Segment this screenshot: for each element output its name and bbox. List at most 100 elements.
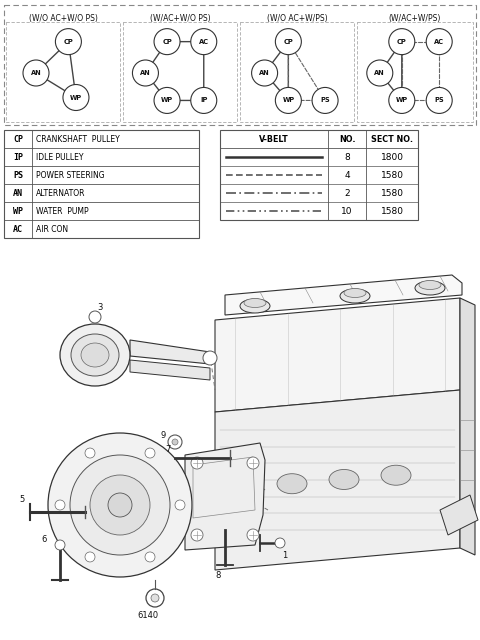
Polygon shape: [185, 443, 265, 550]
Bar: [220, 130, 418, 220]
Bar: [4, 130, 199, 238]
Polygon shape: [215, 298, 460, 412]
Circle shape: [426, 29, 452, 54]
Text: IDLE PULLEY: IDLE PULLEY: [36, 152, 84, 161]
Text: AN: AN: [374, 70, 385, 76]
Circle shape: [275, 538, 285, 548]
Text: ALTERNATOR: ALTERNATOR: [36, 189, 85, 198]
Text: 6140: 6140: [137, 611, 158, 620]
Text: 5: 5: [19, 495, 24, 504]
Text: (W/AC+W/O PS): (W/AC+W/O PS): [150, 13, 210, 22]
Circle shape: [48, 433, 192, 577]
Ellipse shape: [60, 324, 130, 386]
Circle shape: [203, 351, 217, 365]
Bar: [357, 22, 473, 122]
Circle shape: [252, 60, 277, 86]
Text: WP: WP: [13, 207, 23, 216]
Ellipse shape: [329, 470, 359, 490]
Text: AN: AN: [140, 70, 151, 76]
Circle shape: [55, 29, 82, 54]
Circle shape: [247, 529, 259, 541]
Circle shape: [108, 493, 132, 517]
Text: AC: AC: [199, 38, 209, 45]
Text: AN: AN: [13, 189, 23, 198]
Circle shape: [63, 84, 89, 111]
Circle shape: [89, 311, 101, 323]
Polygon shape: [215, 390, 460, 570]
Ellipse shape: [277, 474, 307, 493]
Circle shape: [23, 60, 49, 86]
Text: WP: WP: [396, 97, 408, 104]
Circle shape: [145, 448, 155, 458]
Text: (W/O AC+W/PS): (W/O AC+W/PS): [267, 13, 327, 22]
Text: PS: PS: [320, 97, 330, 104]
Polygon shape: [440, 495, 478, 535]
Text: 9: 9: [160, 431, 166, 440]
Circle shape: [55, 540, 65, 550]
Text: WATER  PUMP: WATER PUMP: [36, 207, 89, 216]
Circle shape: [276, 29, 301, 54]
Text: AC: AC: [434, 38, 444, 45]
Text: 1: 1: [282, 550, 288, 559]
Circle shape: [85, 448, 95, 458]
Text: (W/AC+W/PS): (W/AC+W/PS): [389, 13, 441, 22]
Text: 8: 8: [344, 152, 350, 161]
Ellipse shape: [344, 289, 366, 298]
Text: PS: PS: [434, 97, 444, 104]
Circle shape: [276, 88, 301, 113]
Circle shape: [367, 60, 393, 86]
Circle shape: [191, 457, 203, 469]
Text: 1800: 1800: [381, 152, 404, 161]
Ellipse shape: [419, 280, 441, 289]
Circle shape: [191, 88, 217, 113]
Circle shape: [168, 435, 182, 449]
Circle shape: [85, 552, 95, 562]
Text: WP: WP: [70, 95, 82, 100]
Circle shape: [145, 552, 155, 562]
Text: CP: CP: [162, 38, 172, 45]
Text: CP: CP: [63, 38, 73, 45]
Ellipse shape: [340, 289, 370, 303]
Ellipse shape: [81, 343, 109, 367]
Bar: [240, 22, 354, 122]
Text: PS: PS: [13, 170, 23, 179]
Ellipse shape: [240, 299, 270, 313]
Ellipse shape: [244, 298, 266, 307]
Text: WP: WP: [161, 97, 173, 104]
Circle shape: [151, 594, 159, 602]
Circle shape: [389, 29, 415, 54]
Text: V-BELT: V-BELT: [259, 134, 289, 143]
Text: CP: CP: [13, 134, 23, 143]
Text: AIR CON: AIR CON: [36, 225, 68, 234]
Polygon shape: [460, 298, 475, 555]
Circle shape: [312, 88, 338, 113]
Text: IP: IP: [13, 152, 23, 161]
Text: CRANKSHAFT  PULLEY: CRANKSHAFT PULLEY: [36, 134, 120, 143]
Text: (W/O AC+W/O PS): (W/O AC+W/O PS): [29, 13, 97, 22]
Circle shape: [90, 475, 150, 535]
Polygon shape: [225, 275, 462, 315]
Text: CP: CP: [284, 38, 293, 45]
Circle shape: [132, 60, 158, 86]
Text: AN: AN: [31, 70, 41, 76]
Polygon shape: [130, 340, 210, 364]
Text: 10: 10: [341, 207, 353, 216]
Bar: [6, 22, 120, 122]
Circle shape: [175, 500, 185, 510]
Circle shape: [146, 589, 164, 607]
Circle shape: [247, 457, 259, 469]
Text: NO.: NO.: [339, 134, 355, 143]
Polygon shape: [130, 360, 210, 380]
Text: 7: 7: [165, 445, 171, 454]
Text: 2: 2: [344, 189, 350, 198]
Text: 1580: 1580: [381, 170, 404, 179]
Ellipse shape: [415, 281, 445, 295]
Bar: [123, 22, 237, 122]
Text: 6: 6: [41, 536, 47, 545]
Ellipse shape: [381, 465, 411, 485]
Text: IP: IP: [200, 97, 207, 104]
Circle shape: [70, 455, 170, 555]
Text: WP: WP: [282, 97, 294, 104]
Circle shape: [154, 29, 180, 54]
Ellipse shape: [71, 334, 119, 376]
